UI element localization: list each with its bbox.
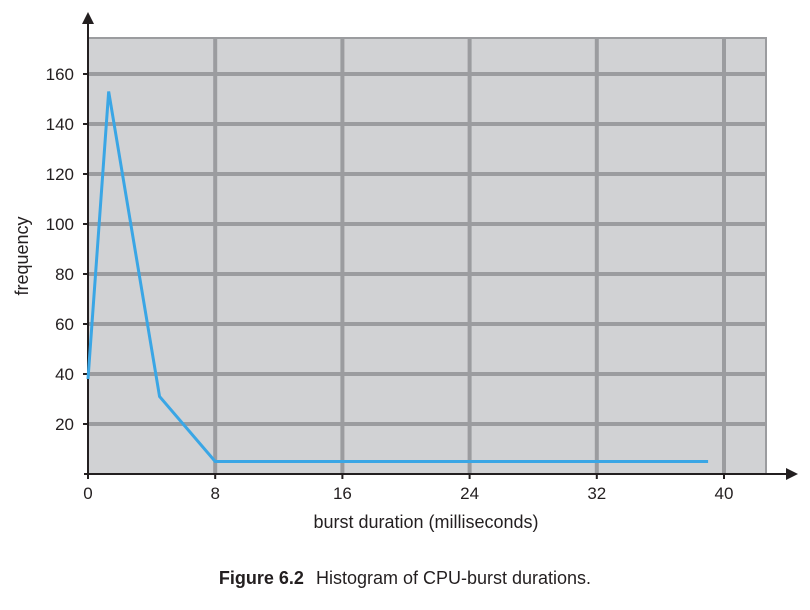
x-tick-label: 8 xyxy=(210,484,219,503)
x-tick-label: 24 xyxy=(460,484,479,503)
plot-area xyxy=(87,37,767,475)
y-axis-arrow xyxy=(82,12,94,24)
x-tick-label: 0 xyxy=(83,484,92,503)
series-line xyxy=(86,91,709,463)
figure-caption: Figure 6.2 Histogram of CPU-burst duratio… xyxy=(0,568,810,589)
axes xyxy=(82,12,798,480)
y-tick-label: 160 xyxy=(46,65,74,84)
figure-caption-text: Histogram of CPU-burst durations. xyxy=(315,568,592,588)
x-axis-ticks: 0 8 16 24 32 40 xyxy=(83,474,733,503)
y-tick-label: 40 xyxy=(55,365,74,384)
y-tick-label: 80 xyxy=(55,265,74,284)
x-tick-label: 32 xyxy=(587,484,606,503)
gridlines xyxy=(88,38,766,474)
cpu-burst-chart: 0 8 16 24 32 40 20 40 60 80 100 120 140 160 burst du… xyxy=(12,12,798,532)
figure-number: Figure 6.2 xyxy=(218,568,304,588)
x-tick-label: 16 xyxy=(333,484,352,503)
y-axis-ticks: 20 40 60 80 100 120 140 160 xyxy=(46,65,88,434)
y-tick-label: 120 xyxy=(46,165,74,184)
x-tick-label: 40 xyxy=(715,484,734,503)
y-axis-label: frequency xyxy=(12,216,32,295)
y-tick-label: 20 xyxy=(55,415,74,434)
y-tick-label: 140 xyxy=(46,115,74,134)
y-tick-label: 60 xyxy=(55,315,74,334)
x-axis-label: burst duration (milliseconds) xyxy=(313,512,538,532)
x-axis-arrow xyxy=(786,468,798,480)
y-tick-label: 100 xyxy=(46,215,74,234)
